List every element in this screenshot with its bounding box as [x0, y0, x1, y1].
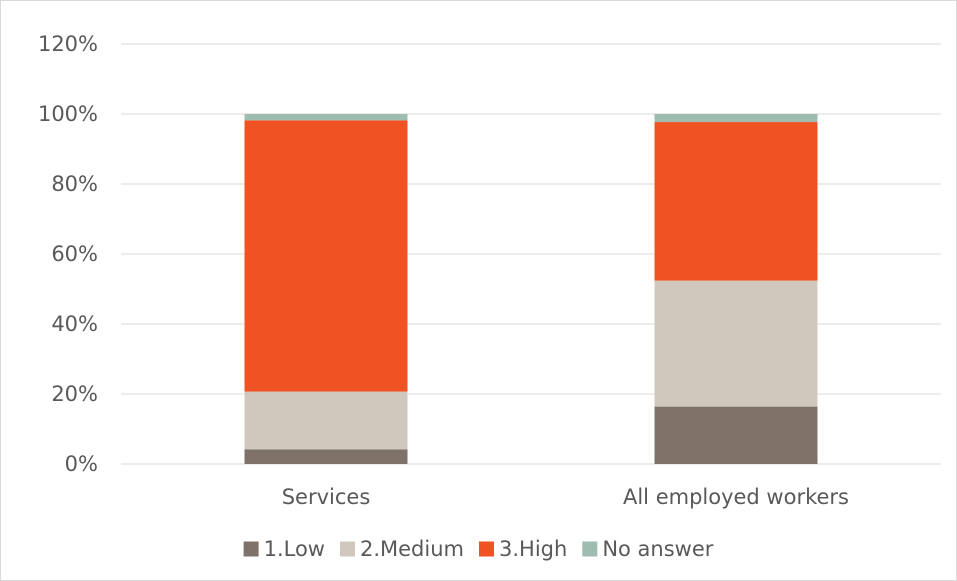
bar-segment [654, 122, 818, 281]
legend-swatch [339, 541, 355, 557]
y-tick-label: 20% [51, 382, 98, 406]
bar-segment [654, 406, 818, 464]
legend-label: 3.High [499, 537, 567, 561]
bar-segment [654, 114, 818, 123]
y-tick-label: 100% [38, 102, 98, 126]
bar-segment [244, 449, 408, 464]
y-tick-label: 120% [38, 32, 98, 56]
bar-segment [244, 114, 408, 121]
legend-swatch [243, 541, 259, 557]
bar-segment [244, 391, 408, 450]
legend-swatch [582, 541, 598, 557]
legend-label: 1.Low [264, 537, 325, 561]
legend-swatch [479, 541, 494, 557]
y-tick-label: 80% [51, 172, 98, 196]
bar-segment [244, 120, 408, 392]
bar-segment [654, 280, 818, 407]
legend-label: 2.Medium [360, 537, 464, 561]
y-tick-label: 0% [65, 452, 98, 476]
x-category-label: All employed workers [623, 485, 849, 509]
y-tick-label: 60% [51, 242, 98, 266]
x-category-label: Services [282, 485, 371, 509]
legend-label: No answer [602, 537, 713, 561]
y-tick-label: 40% [51, 312, 98, 336]
